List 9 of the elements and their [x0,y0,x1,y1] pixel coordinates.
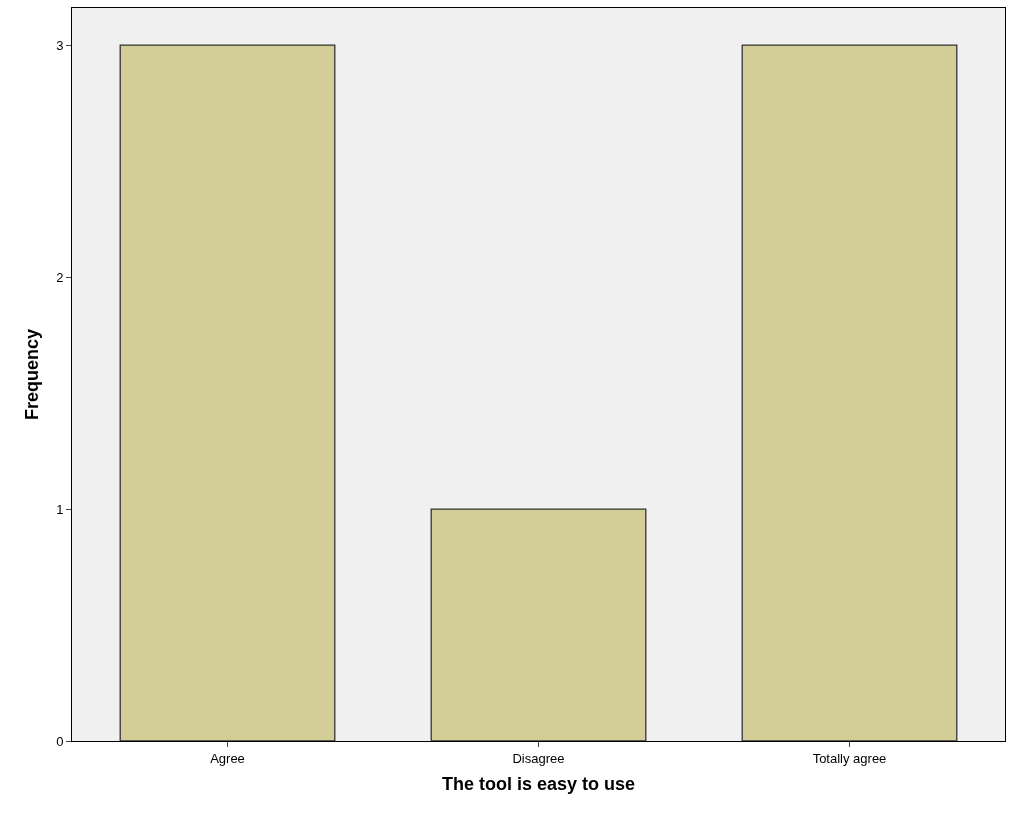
x-tick-label: Disagree [512,750,565,766]
y-tick-label: 2 [56,269,64,285]
x-tick-label: Agree [210,750,245,766]
y-axis-title: Frequency [22,328,43,421]
x-axis-title: The tool is easy to use [441,773,636,794]
y-tick-label: 0 [56,733,64,749]
y-tick-label: 3 [56,37,64,53]
y-tick-label: 1 [56,501,64,517]
x-tick-label: Totally agree [812,750,887,766]
